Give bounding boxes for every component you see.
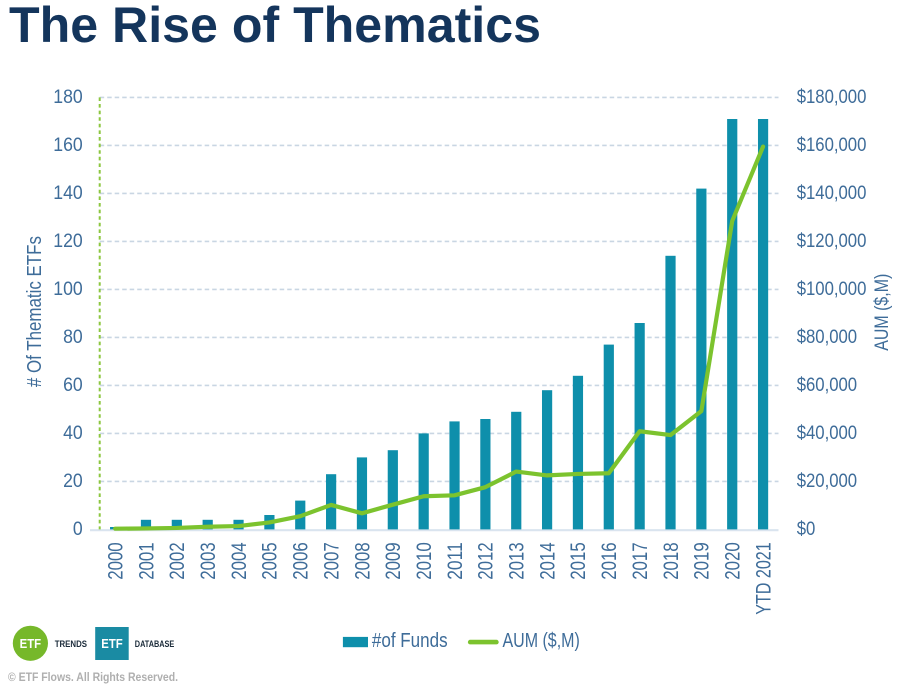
svg-text:2014: 2014 <box>535 542 559 580</box>
svg-text:40: 40 <box>63 423 83 444</box>
svg-text:$40,000: $40,000 <box>797 423 857 444</box>
svg-text:ETF: ETF <box>20 637 42 651</box>
svg-text:$140,000: $140,000 <box>797 183 867 204</box>
svg-text:2008: 2008 <box>350 542 374 580</box>
svg-text:$120,000: $120,000 <box>797 231 867 252</box>
svg-text:2005: 2005 <box>258 542 282 580</box>
svg-text:ETF: ETF <box>101 637 123 651</box>
svg-text:2007: 2007 <box>319 542 343 580</box>
svg-text:2009: 2009 <box>381 542 405 580</box>
svg-text:$180,000: $180,000 <box>797 87 867 108</box>
svg-text:$160,000: $160,000 <box>797 135 867 156</box>
svg-text:AUM ($,M): AUM ($,M) <box>503 630 580 652</box>
svg-text:2019: 2019 <box>690 542 714 580</box>
svg-text:2016: 2016 <box>597 542 621 580</box>
svg-text:100: 100 <box>53 279 82 300</box>
svg-text:20: 20 <box>63 471 83 492</box>
svg-text:$20,000: $20,000 <box>797 471 857 492</box>
svg-text:2011: 2011 <box>443 542 467 580</box>
svg-text:160: 160 <box>53 135 82 156</box>
svg-text:180: 180 <box>53 87 82 108</box>
svg-text:0: 0 <box>73 519 83 540</box>
svg-text:# Of Thematic ETFs: # Of Thematic ETFs <box>23 236 46 387</box>
svg-text:The Rise of Thematics: The Rise of Thematics <box>9 0 541 53</box>
svg-text:120: 120 <box>53 231 82 252</box>
svg-text:80: 80 <box>63 327 83 348</box>
svg-text:2015: 2015 <box>566 542 590 580</box>
svg-text:2004: 2004 <box>227 542 251 580</box>
svg-text:2010: 2010 <box>412 542 436 580</box>
svg-text:YTD 2021: YTD 2021 <box>751 542 775 615</box>
svg-text:#of Funds: #of Funds <box>372 630 448 652</box>
svg-text:AUM ($,M): AUM ($,M) <box>871 274 893 351</box>
svg-text:$0: $0 <box>797 519 816 540</box>
svg-text:2002: 2002 <box>165 542 189 580</box>
svg-text:140: 140 <box>53 183 82 204</box>
svg-text:2020: 2020 <box>721 542 745 580</box>
svg-text:TRENDS: TRENDS <box>55 639 87 649</box>
svg-text:2013: 2013 <box>505 542 529 580</box>
svg-text:60: 60 <box>63 375 83 396</box>
svg-text:$60,000: $60,000 <box>797 375 857 396</box>
svg-text:2017: 2017 <box>628 542 652 580</box>
svg-text:2003: 2003 <box>196 542 220 580</box>
svg-text:2012: 2012 <box>474 542 498 580</box>
svg-text:2018: 2018 <box>659 542 683 580</box>
svg-text:2006: 2006 <box>289 542 313 580</box>
svg-text:$100,000: $100,000 <box>797 279 867 300</box>
svg-text:$80,000: $80,000 <box>797 327 857 348</box>
svg-text:2001: 2001 <box>134 542 158 580</box>
svg-text:© ETF Flows. All Rights Reserv: © ETF Flows. All Rights Reserved. <box>8 670 178 684</box>
svg-text:2000: 2000 <box>103 542 127 580</box>
svg-text:DATABASE: DATABASE <box>135 639 175 649</box>
